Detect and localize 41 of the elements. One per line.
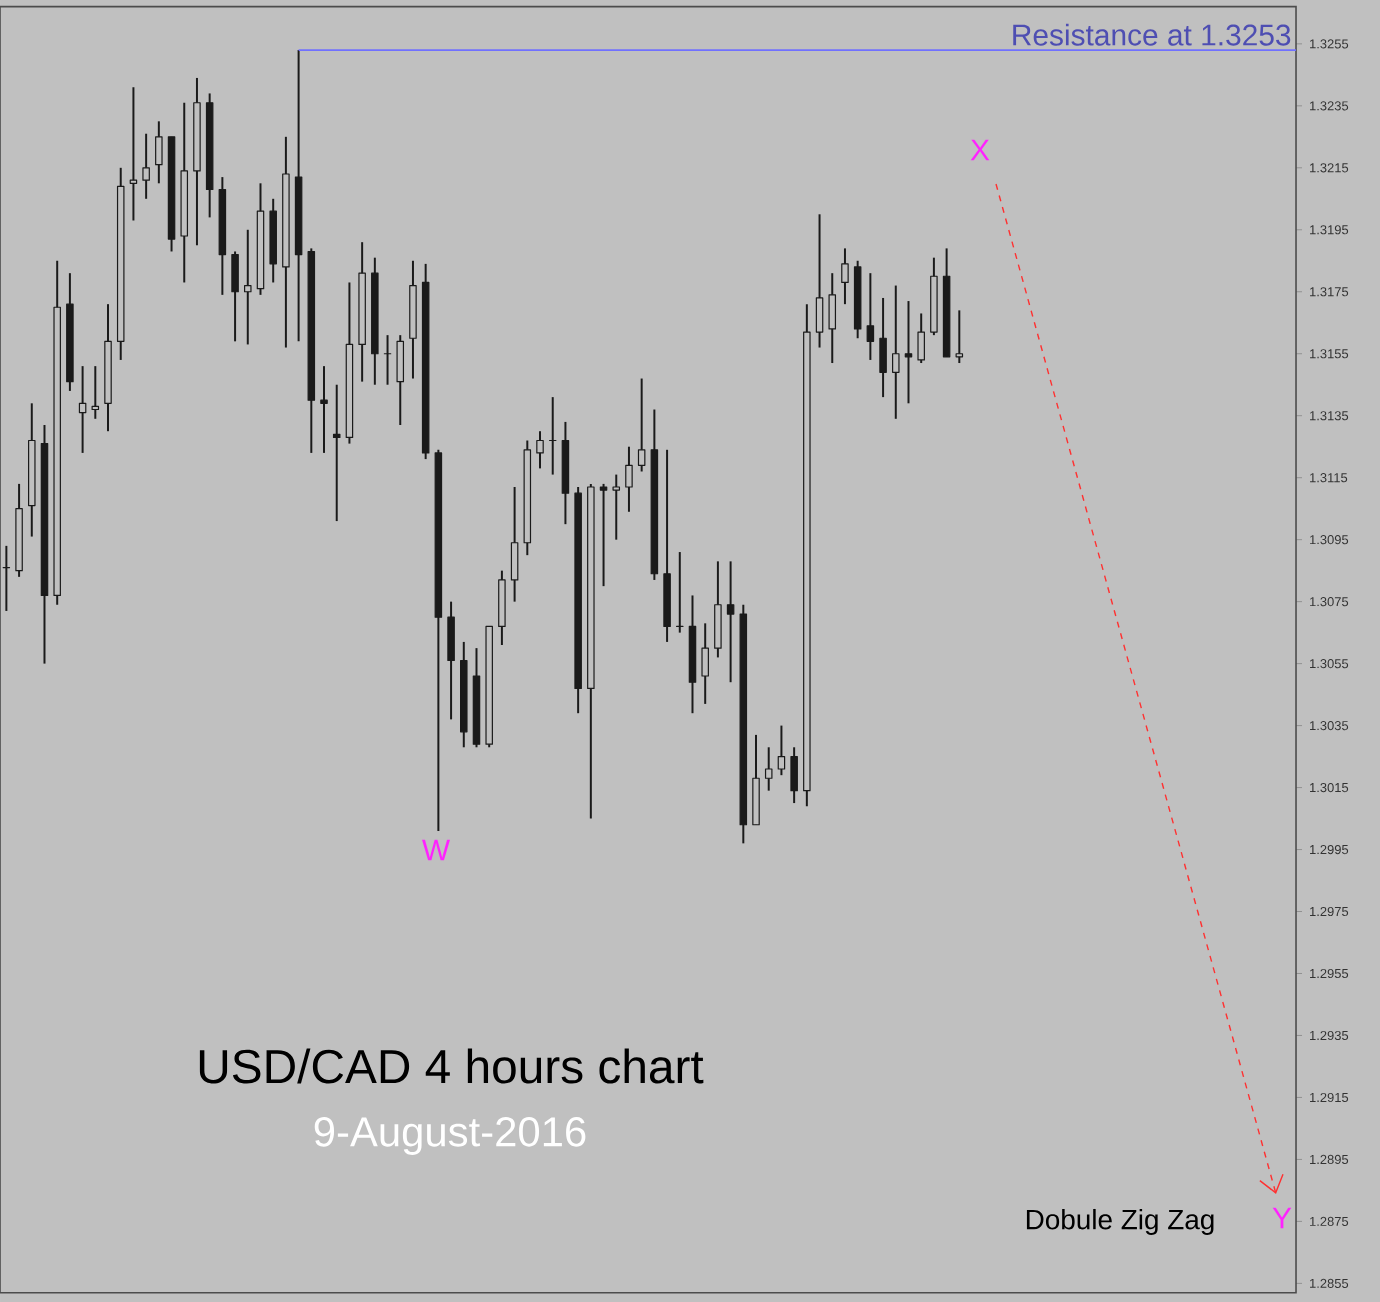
candlestick	[510, 485, 519, 603]
candlestick	[714, 560, 722, 659]
candlestick	[332, 383, 341, 523]
candlestick	[828, 272, 837, 365]
candlestick	[155, 120, 163, 185]
candlestick	[790, 746, 798, 805]
annotation: Dobule Zig Zag	[1026, 1208, 1214, 1235]
candlestick	[231, 250, 239, 343]
candlestick	[955, 309, 964, 365]
candlestick	[244, 228, 252, 346]
candlestick	[78, 365, 87, 454]
candlestick	[142, 132, 150, 200]
text: 9-August-2016	[314, 1117, 586, 1155]
candlestick	[764, 746, 773, 792]
candlestick	[866, 272, 875, 361]
candlestick	[879, 296, 887, 399]
candlestick	[536, 430, 544, 470]
candlestick	[637, 377, 646, 473]
candlestick	[396, 334, 405, 427]
candlestick	[904, 300, 913, 405]
candlestick	[752, 733, 760, 826]
candlestick	[892, 284, 900, 420]
ref-line-label: Resistance at 1.3253	[1013, 23, 1291, 46]
candlestick	[726, 560, 735, 684]
candlestick	[129, 86, 138, 222]
candlestick	[612, 473, 621, 541]
candlestick	[498, 569, 506, 647]
candlestick	[701, 622, 709, 705]
candlestick	[917, 312, 925, 365]
candlestick	[91, 365, 100, 420]
annotation: W	[422, 839, 450, 861]
candlestick	[625, 445, 633, 513]
candlestick	[841, 247, 849, 306]
annotation: Y	[1272, 1207, 1292, 1229]
text: USD/CAD 4 hours chart	[199, 1048, 704, 1084]
candlestick	[815, 213, 824, 349]
candlestick	[777, 724, 786, 777]
candlestick	[320, 365, 328, 454]
annotation: X	[970, 139, 990, 161]
candlestick	[447, 600, 455, 721]
candlestick	[599, 482, 608, 588]
